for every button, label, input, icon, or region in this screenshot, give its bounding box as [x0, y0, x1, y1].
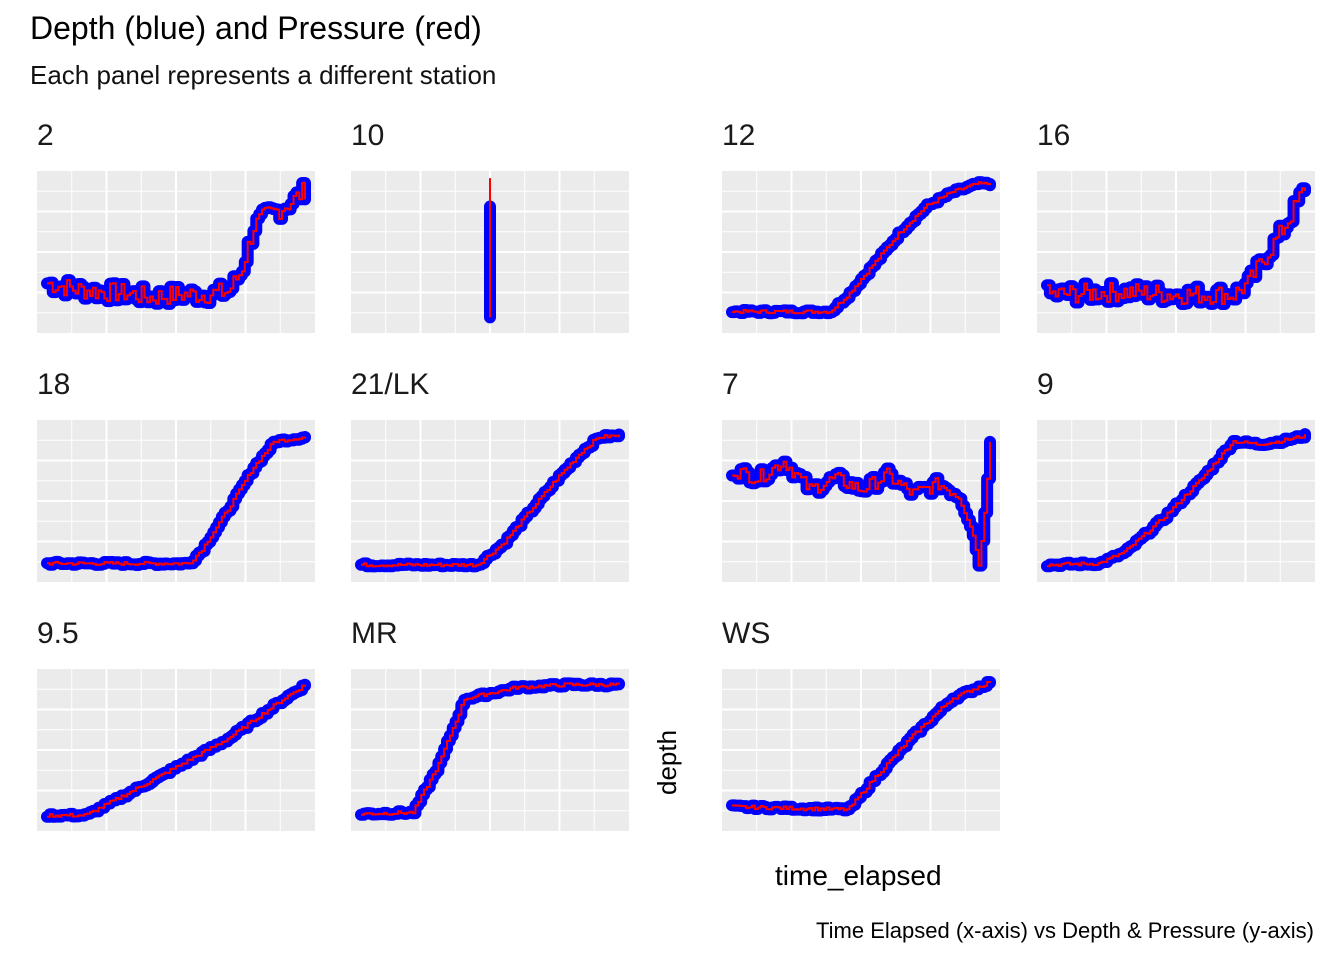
pressure-series-line	[1047, 187, 1306, 305]
pressure-series-line	[47, 181, 306, 305]
pressure-series-line	[47, 684, 306, 818]
panel-strip-label: 21/LK	[351, 368, 429, 401]
panel-strip-label: WS	[722, 617, 770, 650]
chart-title: Depth (blue) and Pressure (red)	[30, 10, 482, 46]
panel-strip-label: 18	[37, 368, 70, 401]
panel-strip-label: 9	[1037, 368, 1054, 401]
chart-caption: Time Elapsed (x-axis) vs Depth & Pressur…	[816, 918, 1314, 943]
panel-strip-label: 2	[37, 119, 54, 152]
pressure-series-line	[361, 434, 620, 568]
panel-strip-label: 12	[722, 119, 755, 152]
pressure-series-line	[732, 681, 991, 812]
panel-strip-label: 9.5	[37, 617, 79, 650]
pressure-series-line	[732, 181, 991, 315]
x-axis-label: time_elapsed	[775, 860, 942, 891]
panel-strip-label: MR	[351, 617, 398, 650]
chart-subtitle: Each panel represents a different statio…	[30, 60, 497, 90]
panel-strip-label: 10	[351, 119, 384, 152]
pressure-series-line	[732, 441, 991, 567]
panel-strip-label: 7	[722, 368, 739, 401]
pressure-series-line	[1047, 434, 1306, 568]
panel-strip-label: 16	[1037, 119, 1070, 152]
y-axis-label: depth	[652, 729, 682, 795]
pressure-series-line	[361, 682, 620, 816]
pressure-series-line	[47, 436, 306, 567]
